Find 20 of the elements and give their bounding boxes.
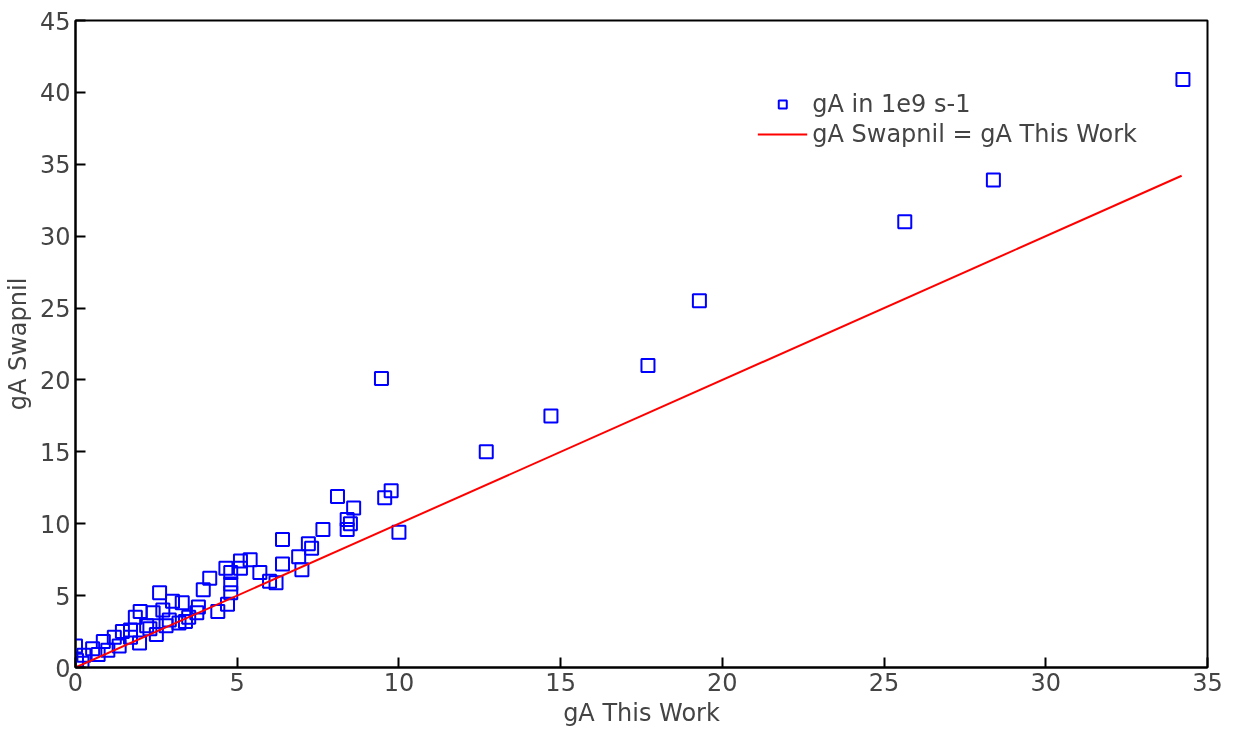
legend-label: gA Swapnil = gA This Work [812, 120, 1137, 148]
x-tick-label: 5 [229, 668, 245, 697]
y-tick-label: 45 [39, 7, 71, 36]
x-tick-label: 15 [545, 668, 576, 697]
x-tick-label: 10 [383, 668, 415, 697]
x-axis-title: gA This Work [563, 698, 720, 727]
y-tick-label: 15 [39, 438, 71, 467]
y-axis-title: gA Swapnil [3, 277, 32, 411]
legend-label: gA in 1e9 s-1 [812, 90, 971, 118]
y-tick-label: 25 [39, 295, 71, 324]
y-tick-label: 30 [39, 223, 71, 252]
x-tick-label: 30 [1030, 668, 1062, 697]
y-tick-label: 5 [55, 582, 71, 611]
x-tick-label: 20 [707, 668, 738, 697]
x-tick-label: 25 [868, 668, 900, 697]
y-tick-label: 20 [39, 366, 71, 395]
y-tick-label: 40 [39, 79, 71, 108]
y-tick-label: 10 [39, 510, 71, 539]
x-tick-label: 35 [1192, 668, 1223, 697]
y-tick-label: 35 [39, 151, 71, 180]
